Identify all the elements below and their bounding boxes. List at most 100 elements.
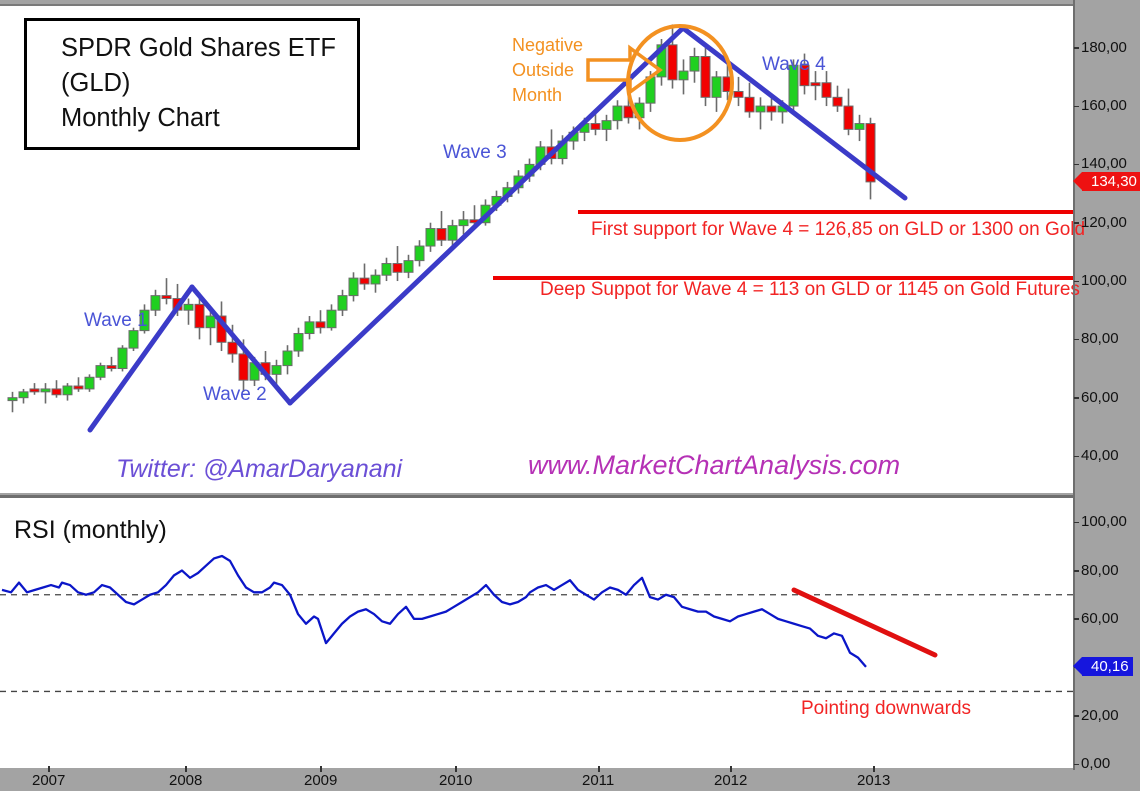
trendline-wave-2: [189, 284, 293, 406]
candle-body-up: [425, 228, 436, 247]
x-axis-tick: [48, 766, 50, 772]
price-axis-tick: [1074, 455, 1079, 457]
candle-body-down: [51, 388, 62, 396]
candle-body-up: [788, 64, 799, 107]
rsi-axis-tick-label: 100,00: [1081, 513, 1127, 531]
rsi-reference-lines: [0, 594, 1073, 693]
x-axis-tick: [730, 766, 732, 772]
title-line-2: (GLD): [61, 69, 131, 97]
title-line-1: SPDR Gold Shares ETF: [61, 34, 336, 62]
candle-body-down: [865, 123, 876, 183]
rsi-axis-tick: [1074, 618, 1079, 620]
rsi-chart-pane[interactable]: [0, 495, 1073, 768]
price-axis-tick-label: 180,00: [1081, 38, 1127, 56]
x-axis-tick: [598, 766, 600, 772]
label-negative-outside-month-line3: Month: [512, 85, 563, 105]
candle-body-up: [128, 330, 139, 349]
candle-body-down: [315, 321, 326, 329]
label-wave-4: Wave 4: [762, 54, 826, 75]
candle-body-down: [766, 105, 777, 113]
label-twitter-handle: Twitter: @AmarDaryanani: [116, 455, 403, 483]
elliott-wave-trendlines: [87, 25, 908, 433]
candle-body-up: [7, 397, 18, 402]
candle-body-down: [194, 303, 205, 329]
candle-body-up: [40, 388, 51, 393]
annotation-arrow-icon: [586, 44, 663, 96]
x-axis-label-2007: 2007: [32, 772, 66, 789]
candle-body-down: [733, 90, 744, 98]
candle-body-up: [282, 350, 293, 367]
candle-body-up: [656, 44, 667, 78]
candle-body-up: [689, 55, 700, 72]
candle-body-up: [403, 260, 414, 273]
candle-body-down: [821, 82, 832, 98]
candle-body-up: [183, 303, 194, 311]
candle-body-up: [370, 274, 381, 285]
candle-body-up: [601, 120, 612, 130]
candle-body-up: [414, 245, 425, 262]
label-rsi-title: RSI (monthly): [14, 516, 167, 544]
trendline-wave-3: [287, 25, 686, 406]
candle-body-up: [755, 105, 766, 113]
candle-body-up: [293, 333, 304, 352]
label-wave-1: Wave 1: [84, 310, 148, 331]
price-axis-tick: [1074, 105, 1079, 108]
candle-body-down: [744, 96, 755, 113]
candle-body-down: [359, 277, 370, 285]
label-pointing-downwards: Pointing downwards: [801, 698, 972, 719]
price-axis-tick-label: 160,00: [1081, 97, 1127, 115]
candle-body-down: [106, 365, 117, 370]
rsi-downtrend-line: [791, 587, 938, 658]
rsi-axis-tick: [1074, 715, 1079, 717]
label-first-support: First support for Wave 4 = 126,85 on GLD…: [591, 219, 1086, 240]
price-axis-tick-label: 40,00: [1081, 447, 1119, 464]
candle-body-up: [95, 365, 106, 378]
rsi-axis-tick-label: 60,00: [1081, 609, 1119, 627]
title-line-3: Monthly Chart: [61, 104, 220, 132]
price-axis-tick: [1074, 338, 1079, 341]
negative-outside-month-highlight: [586, 24, 734, 142]
candle-body-up: [304, 321, 315, 335]
candle-body-up: [62, 385, 73, 396]
x-axis-tick: [873, 766, 875, 772]
candle-body-down: [73, 385, 84, 390]
x-axis-label-2009: 2009: [304, 772, 338, 789]
price-axis-tick: [1074, 222, 1079, 224]
label-deep-support: Deep Suppot for Wave 4 = 113 on GLD or 1…: [540, 279, 1080, 300]
label-website: www.MarketChartAnalysis.com: [528, 450, 901, 480]
candle-body-up: [458, 219, 469, 227]
candle-body-up: [854, 123, 865, 130]
candle-body-down: [700, 55, 711, 98]
candle-body-up: [117, 347, 128, 370]
candle-body-up: [447, 225, 458, 241]
x-axis-tick: [455, 766, 457, 772]
candle-body-up: [381, 263, 392, 276]
candle-body-up: [150, 295, 161, 311]
candle-body-down: [810, 82, 821, 87]
candle-body-up: [348, 277, 359, 297]
label-wave-3: Wave 3: [443, 142, 507, 163]
label-negative-outside-month-line1: Negative: [512, 35, 584, 55]
price-axis-tick: [1074, 163, 1079, 166]
x-axis-label-2013: 2013: [857, 772, 891, 789]
price-axis-tick: [1074, 397, 1079, 399]
price-axis-tick-label: 140,00: [1081, 155, 1127, 173]
rsi-axis-tick: [1074, 763, 1079, 765]
label-negative-outside-month-line2: Outside: [512, 60, 575, 80]
rsi-axis-tick-label: 0,00: [1081, 755, 1111, 772]
chart-title-box: SPDR Gold Shares ETF (GLD) Monthly Chart: [24, 18, 360, 150]
candle-body-up: [271, 365, 282, 375]
x-axis-label-2008: 2008: [169, 772, 203, 789]
rsi-last-value-flag: 40,16: [1073, 657, 1133, 677]
candle-body-down: [667, 44, 678, 81]
support-lines: [493, 210, 1073, 280]
rsi-axis-tick: [1074, 521, 1079, 524]
rsi-axis-tick-label: 80,00: [1081, 561, 1119, 579]
rsi-axis-tick-label: 20,00: [1081, 706, 1119, 724]
candle-body-down: [436, 228, 447, 241]
candle-body-down: [227, 341, 238, 355]
trendline-wave-4: [680, 25, 908, 201]
candle-body-down: [843, 105, 854, 130]
candle-body-down: [832, 96, 843, 107]
